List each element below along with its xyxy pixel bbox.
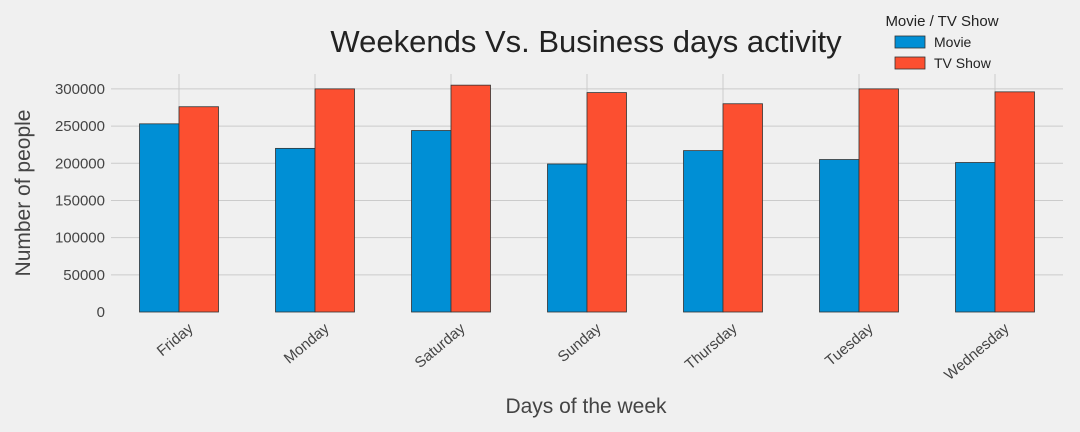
- y-tick-label: 150000: [55, 192, 105, 209]
- y-tick-label: 300000: [55, 81, 105, 98]
- legend: Movie / TV Show Movie TV Show: [885, 13, 998, 71]
- chart-title: Weekends Vs. Business days activity: [330, 24, 842, 59]
- bar-movie-monday: [275, 147, 316, 313]
- bars: [139, 84, 1035, 313]
- bar-movie-friday: [139, 123, 180, 313]
- x-axis-title: Days of the week: [505, 395, 667, 418]
- bar-tv-show-thursday: [722, 103, 763, 313]
- y-tick-label: 50000: [63, 267, 105, 284]
- bar-tv-show-sunday: [586, 92, 627, 313]
- bar-tv-show-wednesday: [994, 91, 1035, 313]
- y-axis-ticks: 0 50000 100000 150000 200000 250000 300000: [55, 81, 105, 321]
- bar-movie-wednesday: [955, 162, 996, 313]
- y-axis-title: Number of people: [12, 110, 35, 277]
- y-tick-label: 100000: [55, 230, 105, 247]
- bar-tv-show-friday: [178, 106, 219, 313]
- legend-label-tv-show: TV Show: [934, 55, 992, 71]
- legend-label-movie: Movie: [934, 34, 972, 50]
- legend-swatch-tv-show: [894, 56, 926, 70]
- bar-movie-saturday: [411, 130, 452, 313]
- bar-tv-show-saturday: [450, 84, 491, 313]
- bar-movie-tuesday: [819, 159, 860, 313]
- bar-tv-show-monday: [314, 88, 355, 313]
- legend-swatch-movie: [894, 35, 926, 49]
- y-tick-label: 200000: [55, 155, 105, 172]
- bar-movie-thursday: [683, 150, 724, 313]
- y-tick-label: 0: [97, 304, 105, 321]
- legend-title: Movie / TV Show: [885, 13, 998, 30]
- bar-movie-sunday: [547, 163, 588, 313]
- bar-tv-show-tuesday: [858, 88, 899, 313]
- y-tick-label: 250000: [55, 118, 105, 135]
